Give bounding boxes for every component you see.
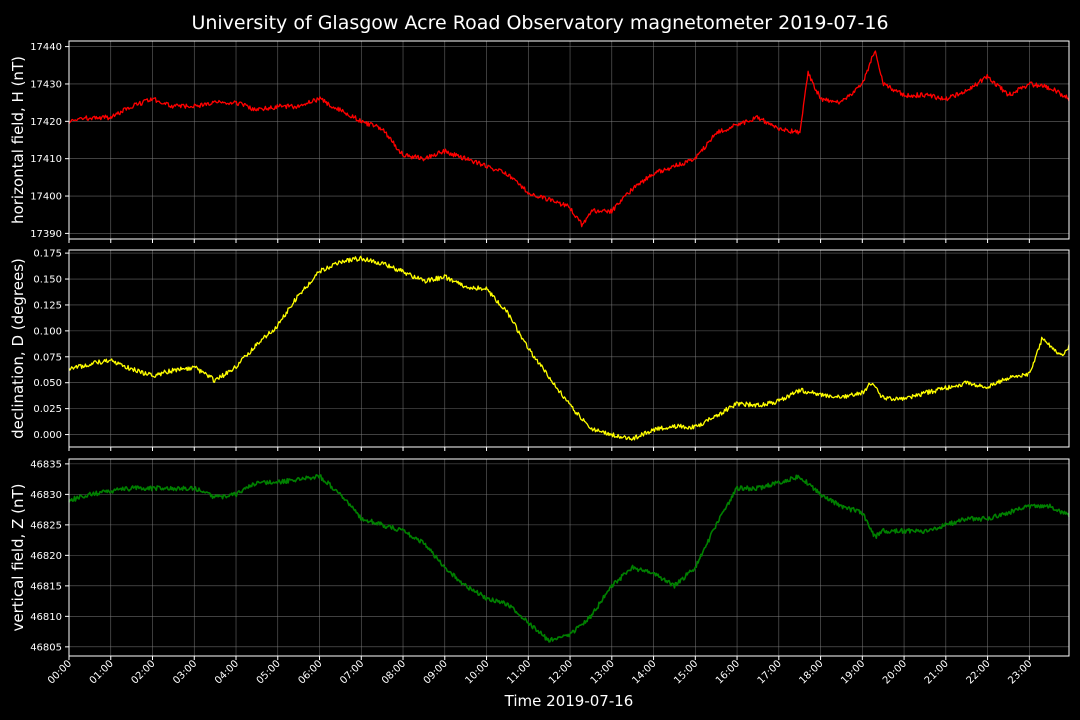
y-tick-label: 46835 [30, 459, 62, 470]
y-tick-label: 17400 [30, 192, 62, 203]
series-line-1 [68, 473, 1070, 643]
y-tick-label: 0.050 [33, 378, 62, 389]
y-tick-label: 0.025 [33, 404, 62, 415]
y-tick-label: 46830 [30, 490, 62, 501]
y-tick-label: 0.125 [33, 300, 62, 311]
series-line-1 [68, 50, 1070, 228]
y-axis-label: declination, D (degrees) [9, 258, 27, 439]
panel-frame [68, 458, 1070, 657]
y-tick-label: 0.075 [33, 352, 62, 363]
x-axis-label: Time 2019-07-16 [504, 692, 634, 710]
y-tick-label: 17420 [30, 117, 62, 128]
panel-1: 17390 17400 17410 17420 17430 17440horizontal… [9, 40, 1070, 243]
panel-frame [68, 249, 1070, 448]
y-tick-label: 17410 [30, 154, 62, 165]
y-tick-label: 0.175 [33, 249, 62, 260]
series-line-1 [68, 255, 1070, 441]
y-tick-label: 0.150 [33, 275, 62, 286]
y-tick-label: 17390 [30, 229, 62, 240]
y-axis-label: vertical field, Z (nT) [9, 483, 27, 631]
y-tick-label: 0.000 [33, 430, 62, 441]
y-axis-label: horizontal field, H (nT) [9, 56, 27, 224]
y-tick-label: 46815 [30, 581, 62, 592]
panel-frame [68, 40, 1070, 240]
y-tick-label: 46805 [30, 642, 62, 653]
panel-2: 0.000 0.025 0.050 0.075 0.100 0.125 0.150 0.175… [9, 249, 1070, 451]
y-tick-label: 17440 [30, 42, 62, 53]
figure-title: University of Glasgow Acre Road Observat… [191, 12, 888, 34]
y-tick-label: 17430 [30, 79, 62, 90]
y-tick-label: 0.100 [33, 326, 62, 337]
y-tick-label: 46810 [30, 612, 62, 623]
y-tick-label: 46820 [30, 551, 62, 562]
y-tick-label: 46825 [30, 520, 62, 531]
